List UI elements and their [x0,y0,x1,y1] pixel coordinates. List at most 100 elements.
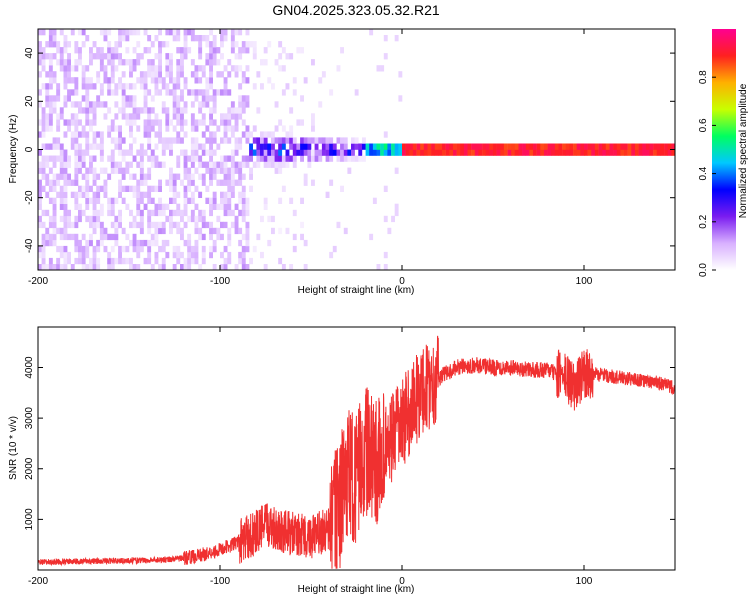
spectrogram-cell [150,161,155,168]
spectrogram-cell [358,155,363,162]
spectrogram-cell [311,113,315,120]
spectrogram-cell [496,149,501,156]
spectrogram-cell [307,149,312,156]
spectrogram-cell [223,155,228,162]
spectrogram-cell [41,53,46,60]
spectrogram-cell [48,77,53,84]
spectrogram-cell [263,137,268,144]
spectrogram-cell [41,131,46,138]
spectrogram-cell [627,149,632,156]
spectrogram-cell [183,155,188,162]
spectrogram-cell [92,83,97,90]
spectrogram-cell [252,83,257,90]
spectrogram-cell [616,149,621,156]
spectrogram-cell [114,125,119,132]
spectrogram-cell [158,131,162,138]
spectrogram-cell [154,251,159,259]
spectrogram-cell [201,143,206,150]
spectrogram-cell [96,185,101,192]
spectrogram-cell [125,185,130,192]
spectrogram-cell [129,143,133,150]
spectrogram-cell [460,149,465,156]
spectrogram-cell [121,101,126,108]
spectrogram-cell [245,29,250,36]
spectrogram-cell [252,149,257,156]
spectrogram-cell [180,149,184,156]
spectrogram-cell [376,65,381,72]
spectrogram-cell [241,131,246,138]
spectrogram-cell [147,173,152,180]
spectrogram-cell [558,149,563,156]
spectrogram-cell [183,197,188,204]
spectrogram-cell [220,233,224,241]
spectrogram-cell [165,203,170,210]
spectrogram-cell [212,107,217,114]
spectrogram-cell [271,161,275,168]
spectrogram-cell [150,239,155,247]
spectrogram-cell [387,143,392,150]
spectrogram-cell [234,215,239,223]
colorbar-tick-label: 0.6 [698,118,709,132]
spectrogram-cell [216,89,221,96]
spectrogram-cell [209,71,213,78]
spectrogram-cell [220,203,224,210]
spectrogram-cell [74,125,79,132]
spectrogram-cell [245,65,250,72]
spectrogram-cell [125,59,130,66]
spectrogram-cell [59,65,64,72]
spectrogram-cell [41,161,46,168]
spectrogram-cell [67,215,71,223]
spectrogram-cell [394,167,399,174]
spectrogram-cell [67,161,71,168]
spectrogram-cell [241,95,246,102]
spectrogram-cell [311,125,315,132]
spectrogram-cell [187,215,192,223]
spectrogram-cell [99,155,104,162]
spectrogram-cell [292,245,297,253]
spectrogram-cell [438,143,443,150]
spectrogram-cell [238,173,243,180]
spectrogram-cell [209,203,213,210]
spectrogram-cell [45,53,50,60]
spectrogram-cell [121,137,126,144]
spectrogram-cell [74,155,79,162]
spectrogram-cell [176,83,181,90]
spectrogram-cell [56,227,61,235]
spectrogram-cell [664,143,668,150]
spectrogram-y-label: Frequency (Hz) [8,115,19,184]
spectrogram-cell [212,149,217,156]
spectrogram-cell [351,149,355,156]
spectrogram-cell [74,41,79,48]
spectrogram-cell [198,77,203,84]
spectrogram-cell [292,77,297,84]
spectrogram-cell [70,221,75,229]
spectrogram-cell [70,65,75,72]
spectrogram-cell [67,59,71,66]
spectrogram-cell [212,239,217,247]
spectrogram-cell [190,101,195,108]
spectrogram-cell [92,203,97,210]
spectrogram-cell [63,197,68,204]
spectrogram-cell [89,264,93,270]
spectrogram-cell [227,125,232,132]
spectrogram-cell [296,143,301,150]
spectrogram-cell [74,161,79,168]
spectrogram-cell [154,77,159,84]
spectrogram-cell [281,137,286,144]
spectrogram-cell [260,215,264,223]
spectrogram-cell [285,53,290,60]
spectrogram-cell [48,239,53,247]
spectrogram-cell [176,107,181,114]
spectrogram-cell [223,125,228,132]
spectrogram-cell [223,89,228,96]
spectrogram-cell [332,149,337,156]
spectrogram-cell [183,173,188,180]
spectrogram-cell [74,149,79,156]
spectrogram-cell [52,107,57,114]
spectrogram-cell [209,41,213,48]
spectrogram-cell [227,107,232,114]
spectrogram-cell [318,101,323,108]
spectrogram-cell [114,65,119,72]
spectrogram-cell [150,125,155,132]
spectrogram-cell [573,149,577,156]
